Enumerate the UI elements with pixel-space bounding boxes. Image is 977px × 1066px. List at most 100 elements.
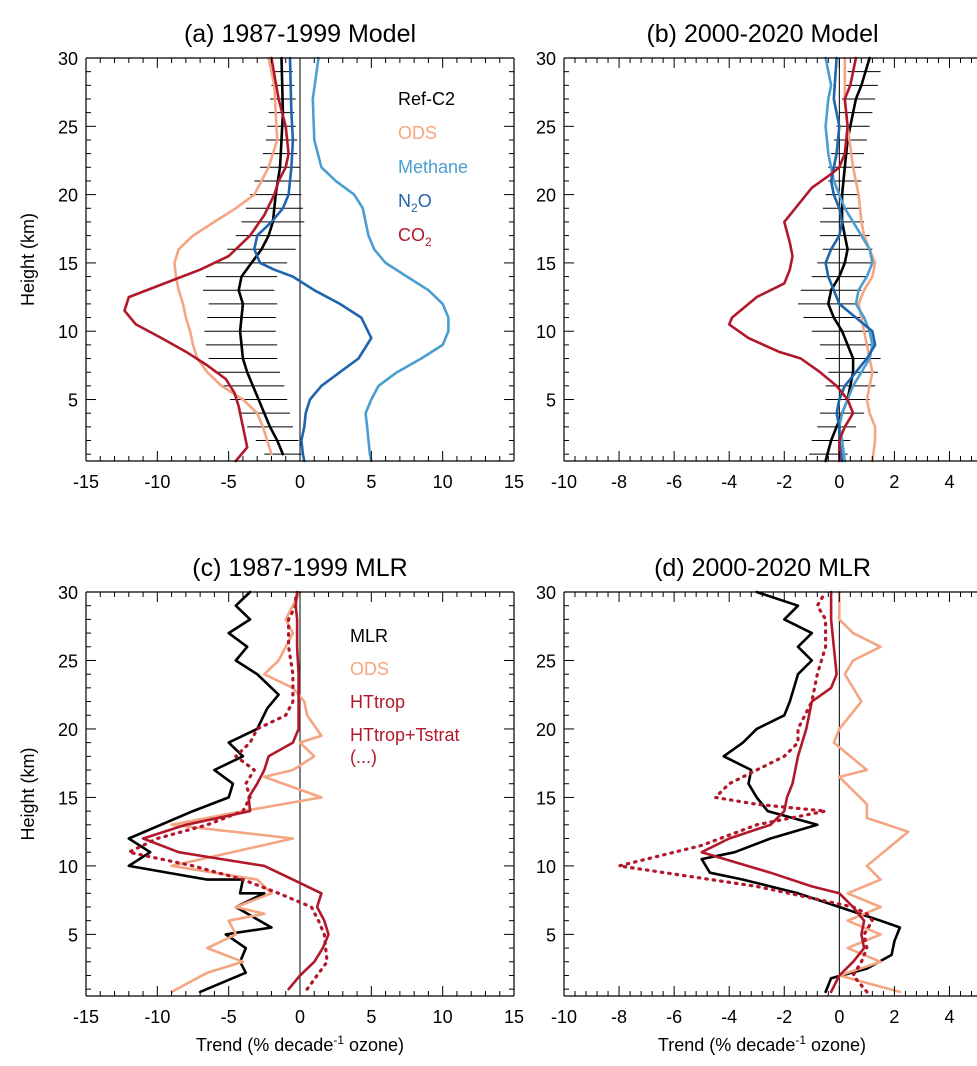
panel-title: (d) 2000-2020 MLR: [654, 554, 871, 582]
x-tick-label: 4: [944, 1007, 954, 1027]
y-tick-label: 30: [536, 583, 556, 603]
legend-entry: CO2: [398, 225, 432, 249]
x-tick-label: 5: [366, 472, 376, 492]
y-axis-label: Height (km): [18, 747, 38, 840]
y-tick-label: 5: [546, 391, 556, 411]
axes-frame: [563, 57, 977, 462]
y-tick-label: 20: [536, 720, 556, 740]
y-tick-label: 5: [68, 925, 78, 945]
x-tick-label: -6: [666, 1007, 682, 1027]
x-axis-label-sup: -1: [795, 1033, 806, 1047]
y-tick-label: 15: [58, 254, 78, 274]
legend-entry-text: (...): [350, 747, 377, 767]
x-tick-label: -8: [611, 472, 627, 492]
legend-entry: ODS: [398, 123, 437, 143]
y-tick-label: 10: [536, 322, 556, 342]
x-tick-label: 2: [889, 1007, 899, 1027]
legend: MLR ODS HTtrop HTtrop+Tstrat(...): [350, 626, 460, 767]
series-line-methane: [311, 56, 450, 463]
panel-b: 5 10 15 20 25 30 -10 -8 -6 -4 -2 0 2 4 (b) 2000-2020 M…: [536, 20, 977, 492]
x-tick-label: -2: [776, 1007, 792, 1027]
series-line-ods: [843, 56, 877, 463]
y-tick-label: 30: [58, 583, 78, 603]
axes-frame: [563, 591, 977, 997]
series-line-httrop-tstrat: [127, 590, 329, 991]
x-axis-label-main: Trend (% decade: [658, 1035, 795, 1055]
x-tick-label: 0: [834, 472, 844, 492]
x-tick-label: 15: [504, 1007, 524, 1027]
panel-title: (c) 1987-1999 MLR: [192, 554, 407, 582]
x-axis-label-tail: ozone): [806, 1035, 866, 1055]
legend-entry-text: HTtrop+Tstrat: [350, 725, 460, 745]
x-axis-label: Trend (% decade-1 ozone): [196, 1033, 404, 1055]
x-tick-label: -6: [666, 472, 682, 492]
x-tick-label: 10: [433, 472, 453, 492]
y-tick-label: 15: [536, 788, 556, 808]
legend-entry: HTtrop+Tstrat: [350, 725, 460, 745]
x-axis-label: Trend (% decade-1 ozone): [658, 1033, 866, 1055]
legend-entry: (...): [350, 747, 377, 767]
y-tick-label: 15: [536, 254, 556, 274]
legend-entry: ODS: [350, 659, 389, 679]
legend-entry-text: N: [398, 191, 411, 211]
x-tick-label: -15: [73, 472, 99, 492]
x-tick-label: -4: [721, 472, 737, 492]
y-tick-label: 5: [68, 391, 78, 411]
series-line-n-o: [824, 56, 877, 463]
series-line-ods: [832, 590, 910, 994]
x-tick-label: 15: [504, 472, 524, 492]
y-tick-label: 25: [58, 651, 78, 671]
y-tick-label: 25: [536, 117, 556, 137]
x-tick-label: -5: [221, 472, 237, 492]
series-line-ods: [170, 590, 323, 994]
y-tick-label: 10: [58, 857, 78, 877]
x-tick-label: 4: [944, 472, 954, 492]
y-tick-label: 20: [58, 186, 78, 206]
x-tick-label: 0: [295, 1007, 305, 1027]
legend-entry: N2O: [398, 191, 432, 215]
series-line-co-: [727, 56, 858, 463]
legend-entry-sub: 2: [411, 201, 418, 215]
legend-entry-text: MLR: [350, 626, 388, 646]
legend-entry-text: Ref-C2: [398, 89, 455, 109]
legend-entry-sub: 2: [425, 235, 432, 249]
panel-title: (b) 2000-2020 Model: [646, 20, 878, 48]
legend-entry-text: ODS: [350, 659, 389, 679]
x-tick-label: 0: [295, 472, 305, 492]
legend-entry-text: ODS: [398, 123, 437, 143]
legend-entry-text: Methane: [398, 157, 468, 177]
series-line-mlr: [700, 590, 902, 994]
y-axis-label: Height (km): [18, 213, 38, 306]
x-tick-label: -10: [144, 472, 170, 492]
legend-entry-text: CO: [398, 225, 425, 245]
series-line-httrop: [700, 590, 866, 994]
y-tick-label: 25: [536, 651, 556, 671]
legend-entry: MLR: [350, 626, 388, 646]
x-tick-label: -15: [73, 1007, 99, 1027]
series-line-httrop-tstrat: [617, 590, 875, 994]
y-tick-label: 20: [58, 720, 78, 740]
x-tick-label: -2: [776, 472, 792, 492]
panel-c: 5 10 15 20 25 30 -15 -10 -5 0 5 10 15 (c) 1987-1999 M…: [18, 554, 524, 1055]
x-axis-label-sup: -1: [333, 1033, 344, 1047]
x-tick-label: -10: [551, 472, 577, 492]
series-line-ods: [173, 56, 279, 456]
legend-entry: Methane: [398, 157, 468, 177]
y-tick-label: 25: [58, 117, 78, 137]
y-tick-label: 5: [546, 925, 556, 945]
y-tick-label: 15: [58, 788, 78, 808]
panel-title: (a) 1987-1999 Model: [184, 20, 416, 48]
x-tick-label: 10: [433, 1007, 453, 1027]
legend-entry: HTtrop: [350, 692, 405, 712]
series-line-mlr: [127, 590, 280, 994]
x-tick-label: -10: [144, 1007, 170, 1027]
y-tick-label: 20: [536, 186, 556, 206]
panel-a: 5 10 15 20 25 30 -15 -10 -5 0 5 10 15 (a) 1987-1999 M…: [18, 20, 524, 492]
series-line-n-o: [253, 56, 373, 463]
legend-entry-tail: O: [418, 191, 432, 211]
y-tick-label: 10: [536, 857, 556, 877]
legend-entry: Ref-C2: [398, 89, 455, 109]
legend-entry-text: HTtrop: [350, 692, 405, 712]
